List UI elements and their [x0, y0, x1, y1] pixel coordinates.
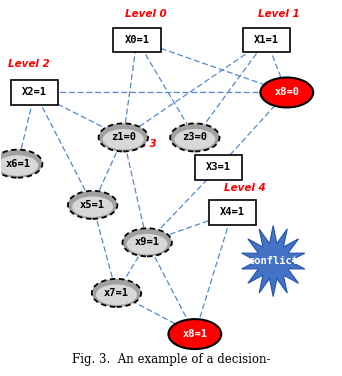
Ellipse shape	[68, 191, 117, 219]
FancyBboxPatch shape	[243, 28, 290, 52]
Text: Level 0: Level 0	[125, 9, 167, 19]
Text: X2=1: X2=1	[22, 88, 47, 97]
Text: X1=1: X1=1	[254, 35, 279, 45]
Text: z1=0: z1=0	[111, 132, 136, 143]
Ellipse shape	[170, 123, 220, 152]
Ellipse shape	[0, 155, 38, 176]
Ellipse shape	[122, 228, 172, 256]
Text: x5=1: x5=1	[80, 200, 105, 210]
Ellipse shape	[174, 129, 215, 150]
Text: x6=1: x6=1	[5, 159, 30, 169]
Text: Level 4: Level 4	[224, 183, 265, 193]
Ellipse shape	[103, 129, 144, 150]
Ellipse shape	[122, 228, 172, 256]
Ellipse shape	[98, 123, 148, 152]
Text: conflict: conflict	[248, 256, 298, 266]
Ellipse shape	[98, 123, 148, 152]
Ellipse shape	[0, 150, 42, 178]
Text: x7=1: x7=1	[104, 288, 129, 298]
FancyBboxPatch shape	[11, 80, 58, 105]
Text: z3=0: z3=0	[182, 132, 207, 143]
FancyBboxPatch shape	[113, 28, 161, 52]
Text: X3=1: X3=1	[206, 162, 231, 173]
Text: X0=1: X0=1	[124, 35, 149, 45]
Ellipse shape	[72, 196, 113, 217]
Text: Level 3: Level 3	[115, 139, 157, 149]
Ellipse shape	[170, 123, 220, 152]
Ellipse shape	[169, 319, 221, 349]
Ellipse shape	[0, 150, 42, 178]
Ellipse shape	[92, 279, 141, 307]
FancyBboxPatch shape	[195, 155, 242, 180]
Ellipse shape	[96, 285, 137, 305]
Ellipse shape	[127, 234, 168, 255]
Ellipse shape	[92, 279, 141, 307]
Polygon shape	[242, 226, 305, 297]
Text: x8=0: x8=0	[274, 88, 299, 97]
Ellipse shape	[68, 191, 117, 219]
Ellipse shape	[260, 77, 313, 108]
Text: Level 1: Level 1	[258, 9, 300, 19]
Text: x9=1: x9=1	[135, 237, 160, 247]
Text: Level 2: Level 2	[8, 59, 49, 70]
FancyBboxPatch shape	[209, 200, 256, 225]
Text: Fig. 3.  An example of a decision-: Fig. 3. An example of a decision-	[72, 353, 270, 366]
Text: X4=1: X4=1	[220, 207, 245, 217]
Text: x8=1: x8=1	[182, 329, 207, 339]
